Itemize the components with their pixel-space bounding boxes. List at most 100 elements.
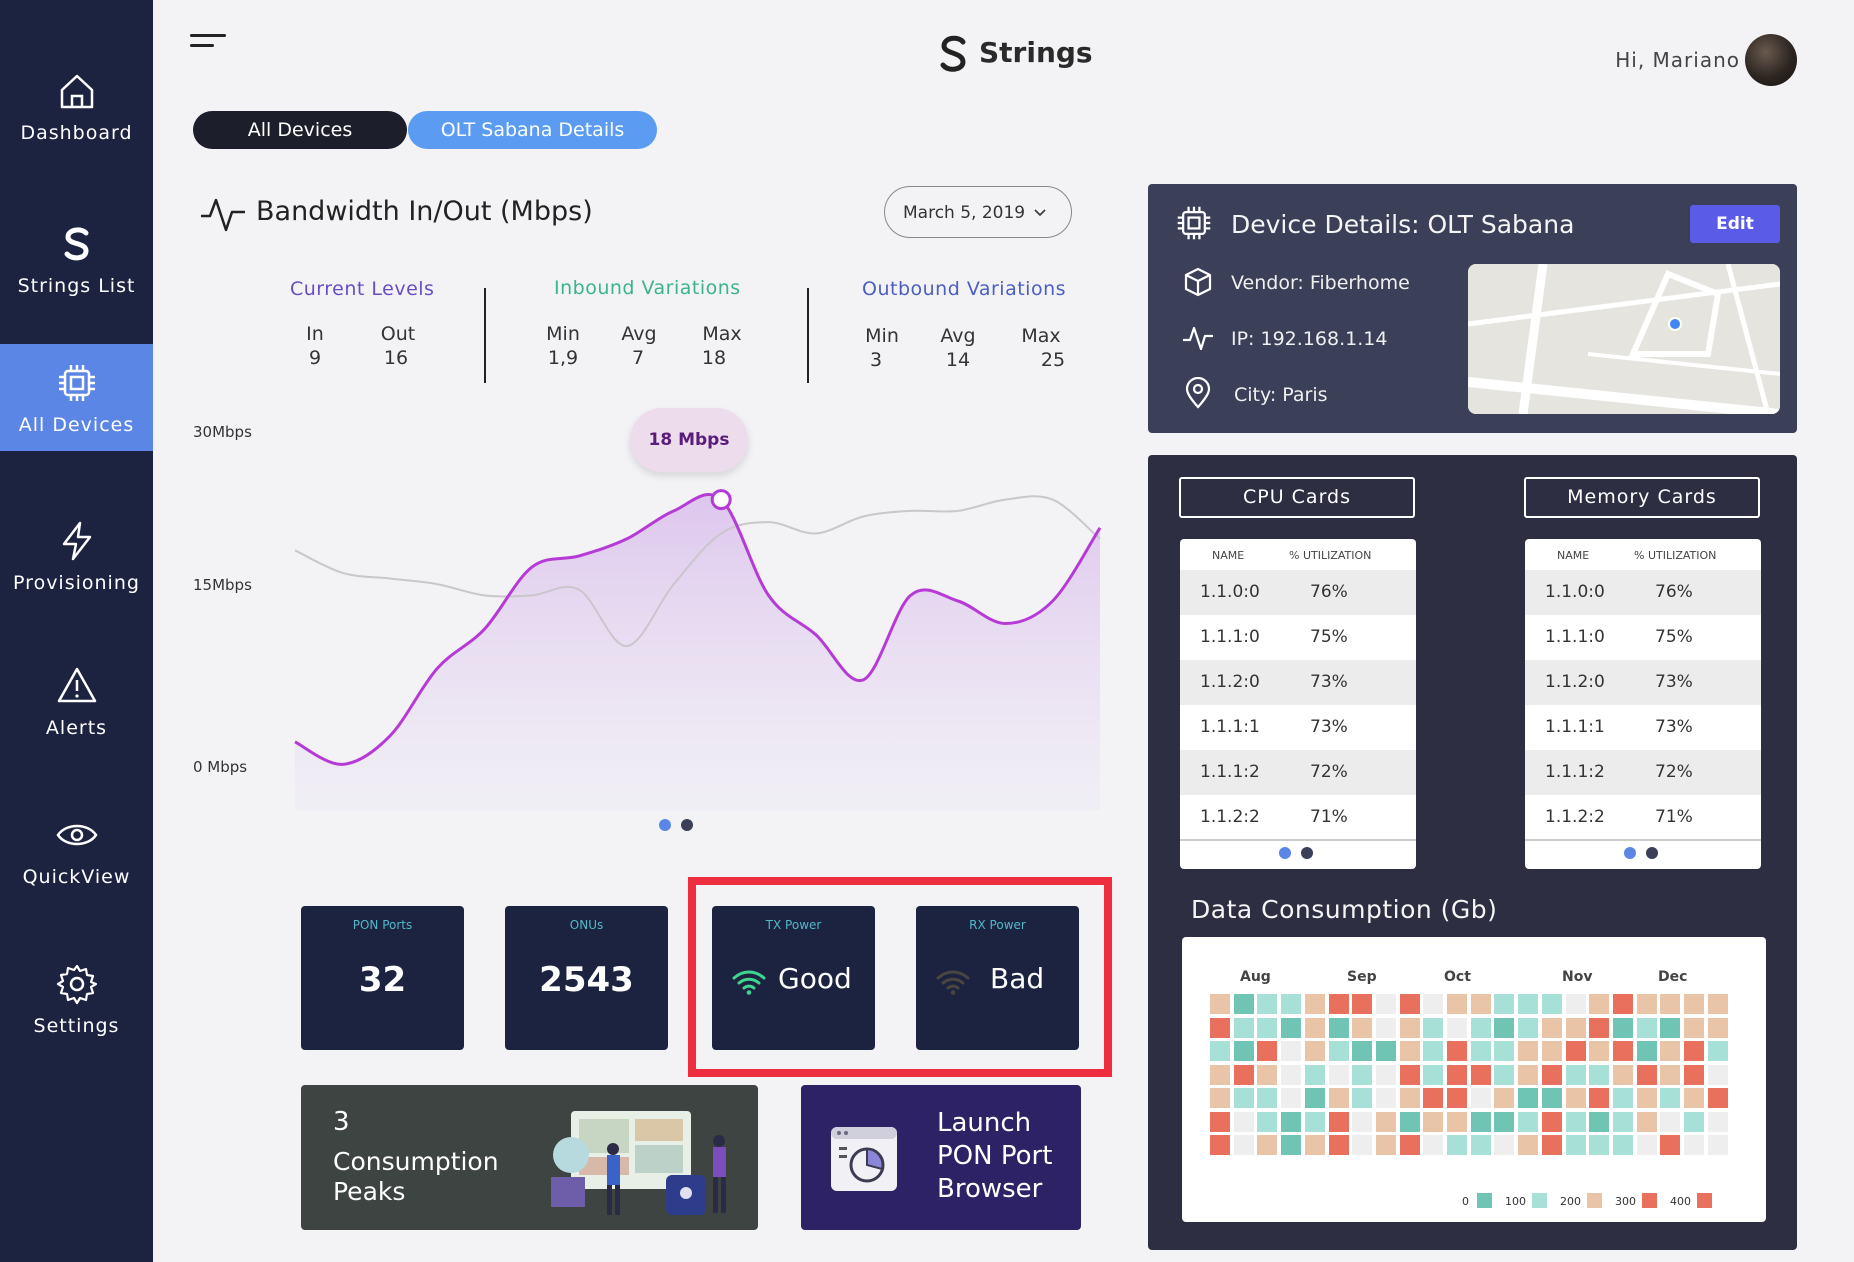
row-utilization: 71% bbox=[1310, 807, 1348, 827]
nav-settings[interactable]: Settings bbox=[0, 945, 153, 1053]
heatmap-cell bbox=[1541, 1064, 1562, 1085]
pon-ports-card[interactable]: PON Ports 32 bbox=[301, 906, 464, 1050]
table-row[interactable]: 1.1.0:0 76% bbox=[1525, 570, 1761, 615]
tab-olt-sabana-details[interactable]: OLT Sabana Details bbox=[408, 111, 657, 149]
pager-dot-active[interactable] bbox=[659, 819, 671, 831]
chip-icon bbox=[58, 365, 95, 401]
stat-value: 16 bbox=[383, 347, 409, 369]
pager-dot[interactable] bbox=[1301, 847, 1313, 859]
peak-marker[interactable] bbox=[710, 489, 732, 511]
nav-label: Alerts bbox=[45, 717, 108, 739]
table-row[interactable]: 1.1.2:0 73% bbox=[1180, 660, 1416, 705]
tab-all-devices[interactable]: All Devices bbox=[193, 111, 407, 149]
pulse-icon bbox=[1183, 326, 1213, 351]
nav-strings-list[interactable]: Strings List bbox=[0, 205, 153, 313]
edit-button[interactable]: Edit bbox=[1690, 205, 1780, 243]
heatmap-cell bbox=[1281, 1088, 1302, 1108]
divider bbox=[1180, 839, 1416, 841]
nav-provisioning[interactable]: Provisioning bbox=[0, 502, 153, 610]
divider bbox=[1525, 839, 1761, 841]
heatmap-cell bbox=[1541, 1088, 1562, 1108]
brand-logo[interactable]: Strings bbox=[935, 32, 1095, 76]
heatmap-cell bbox=[1684, 1088, 1704, 1108]
heatmap-cell bbox=[1612, 1064, 1633, 1085]
heatmap-cell bbox=[1470, 1041, 1491, 1061]
user-greeting: Hi, Mariano bbox=[1615, 48, 1740, 72]
launch-pon-port-browser-button[interactable]: Launch PON Port Browser bbox=[801, 1085, 1081, 1230]
pager-dot-active[interactable] bbox=[1624, 847, 1636, 859]
table-row[interactable]: 1.1.2:0 73% bbox=[1525, 660, 1761, 705]
heatmap-cell bbox=[1589, 1041, 1610, 1061]
table-row[interactable]: 1.1.1:0 75% bbox=[1180, 615, 1416, 660]
nav-dashboard[interactable]: Dashboard bbox=[0, 52, 153, 160]
nav-label: All Devices bbox=[18, 414, 135, 436]
heatmap-cell bbox=[1636, 1088, 1657, 1108]
heatmap-cell bbox=[1707, 994, 1728, 1014]
pager-dot-active[interactable] bbox=[1279, 847, 1291, 859]
row-name: 1.1.2:2 bbox=[1545, 807, 1605, 827]
heatmap-cell bbox=[1684, 994, 1704, 1014]
heatmap-cell bbox=[1423, 1041, 1444, 1061]
onus-card[interactable]: ONUs 2543 bbox=[505, 906, 668, 1050]
row-utilization: 72% bbox=[1655, 762, 1693, 782]
row-utilization: 76% bbox=[1655, 582, 1693, 602]
nav-all-devices[interactable]: All Devices bbox=[0, 344, 153, 451]
heatmap-cell bbox=[1518, 994, 1539, 1014]
month-label: Sep bbox=[1347, 969, 1377, 985]
table-row[interactable]: 1.1.1:2 72% bbox=[1525, 750, 1761, 795]
heatmap-cell bbox=[1257, 1017, 1278, 1038]
heatmap-cell bbox=[1281, 1135, 1302, 1155]
device-location-map[interactable] bbox=[1468, 264, 1780, 414]
heatmap-cell bbox=[1494, 1135, 1515, 1155]
lightning-icon bbox=[62, 521, 91, 561]
pager-dot[interactable] bbox=[1646, 847, 1658, 859]
table-row[interactable]: 1.1.1:0 75% bbox=[1525, 615, 1761, 660]
rx-power-card[interactable]: RX Power Bad bbox=[916, 906, 1079, 1050]
pager-dot[interactable] bbox=[681, 819, 693, 831]
table-row[interactable]: 1.1.2:2 71% bbox=[1525, 795, 1761, 840]
stat-value: 25 bbox=[1040, 349, 1066, 371]
heatmap-cell bbox=[1281, 1111, 1302, 1132]
heatmap-cell bbox=[1257, 994, 1278, 1014]
consumption-peaks-card[interactable]: 3 Consumption Peaks bbox=[301, 1085, 758, 1230]
data-consumption-heatmap: Aug Sep Oct Nov Dec 0 100 200 300 400 bbox=[1182, 937, 1766, 1222]
package-icon bbox=[1184, 267, 1212, 297]
heatmap-cell bbox=[1470, 994, 1491, 1014]
nav-alerts[interactable]: Alerts bbox=[0, 647, 153, 755]
nav-label: QuickView bbox=[22, 866, 131, 888]
table-row[interactable]: 1.1.0:0 76% bbox=[1180, 570, 1416, 615]
nav-quickview[interactable]: QuickView bbox=[0, 796, 153, 904]
row-name: 1.1.1:1 bbox=[1200, 717, 1260, 737]
month-label: Dec bbox=[1658, 969, 1688, 985]
bandwidth-title: Bandwidth In/Out (Mbps) bbox=[256, 196, 593, 227]
heatmap-cell bbox=[1447, 1111, 1467, 1132]
memory-cards-button[interactable]: Memory Cards bbox=[1524, 477, 1760, 518]
table-row[interactable]: 1.1.1:1 73% bbox=[1180, 705, 1416, 750]
cpu-cards-button[interactable]: CPU Cards bbox=[1179, 477, 1415, 518]
month-label: Nov bbox=[1562, 969, 1593, 985]
tx-power-card[interactable]: TX Power Good bbox=[712, 906, 875, 1050]
heatmap-cell bbox=[1399, 1041, 1420, 1061]
heatmap-cell bbox=[1210, 1135, 1230, 1155]
table-row[interactable]: 1.1.1:2 72% bbox=[1180, 750, 1416, 795]
heatmap-cell bbox=[1304, 1017, 1325, 1038]
hamburger-menu-icon[interactable] bbox=[190, 34, 226, 50]
row-utilization: 75% bbox=[1310, 627, 1348, 647]
heatmap-cell bbox=[1470, 1064, 1491, 1085]
heatmap-cell bbox=[1328, 994, 1349, 1014]
heatmap-cell bbox=[1684, 1135, 1704, 1155]
chevron-down-icon bbox=[1034, 209, 1046, 217]
heatmap-cell bbox=[1636, 1064, 1657, 1085]
row-name: 1.1.1:1 bbox=[1545, 717, 1605, 737]
heatmap-cell bbox=[1612, 1017, 1633, 1038]
table-row[interactable]: 1.1.1:1 73% bbox=[1525, 705, 1761, 750]
strings-logo-icon bbox=[64, 227, 89, 261]
stat-value: 9 bbox=[308, 347, 322, 369]
avatar[interactable] bbox=[1745, 34, 1797, 86]
heatmap-cell bbox=[1304, 1088, 1325, 1108]
heatmap-cell bbox=[1352, 1135, 1373, 1155]
table-row[interactable]: 1.1.2:2 71% bbox=[1180, 795, 1416, 840]
heatmap-cell bbox=[1423, 1111, 1444, 1132]
heatmap-cell bbox=[1352, 1017, 1373, 1038]
date-selector[interactable]: March 5, 2019 bbox=[884, 186, 1072, 238]
